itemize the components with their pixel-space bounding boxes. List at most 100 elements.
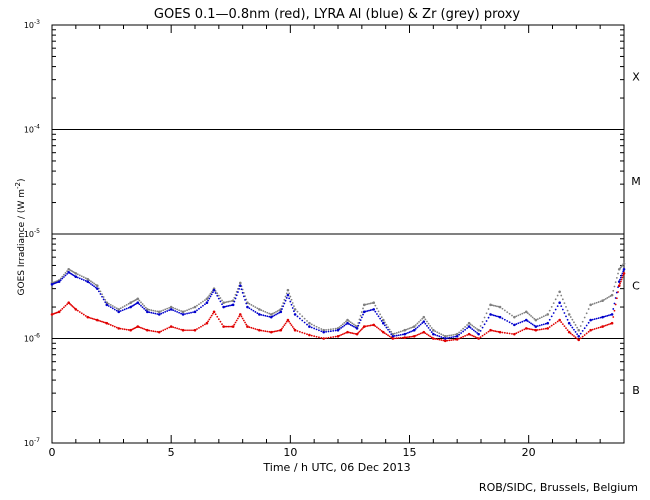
data-point [101,295,103,298]
data-point [348,323,351,325]
data-point [254,328,257,330]
data-point [99,293,102,295]
data-point [561,323,564,326]
data-point [66,303,68,306]
credit-text: ROB/SIDC, Brussels, Belgium [478,481,638,494]
data-point [146,328,149,332]
data-point [595,327,598,330]
data-point [494,314,497,317]
data-point [494,305,497,307]
data-point [291,302,294,304]
data-point [104,298,107,301]
data-point [536,318,539,321]
data-point [589,328,592,332]
data-point [115,326,118,329]
data-point [90,317,92,320]
data-point [121,328,124,330]
data-point [416,334,419,336]
data-point [573,335,575,337]
data-point [359,314,362,317]
data-point [119,310,122,312]
data-point [180,312,182,315]
data-point [84,279,87,282]
y-tick-label: 10-7 [24,437,40,448]
data-point [479,325,482,327]
data-point [391,337,395,340]
data-point [121,306,124,309]
x-tick-label: 10 [283,446,297,459]
data-point [94,283,97,286]
data-point [332,328,335,330]
data-point [519,321,522,324]
data-point [360,311,363,313]
series-lyra-al-proxy [50,267,626,340]
data-point [93,282,96,285]
data-point [109,306,112,309]
data-point [184,329,186,332]
data-point [308,325,311,328]
data-point [64,274,67,277]
data-point [552,302,555,304]
data-point [88,316,91,319]
data-point [526,320,529,323]
data-point [534,318,538,322]
data-point [78,277,81,280]
data-point [385,323,388,326]
data-point [606,297,609,299]
data-point [362,307,364,310]
data-point [119,307,122,310]
data-point [332,329,335,332]
data-point [446,339,449,342]
data-point [102,321,105,324]
data-point [222,305,225,309]
data-point [430,327,433,329]
data-point [388,335,391,338]
data-point [359,329,362,332]
data-point [293,308,297,311]
data-point [91,317,94,320]
data-point [538,317,541,320]
data-point [412,325,416,328]
data-point [523,328,526,331]
data-point [566,309,569,312]
data-point [622,262,626,265]
data-point [579,325,582,327]
data-point [125,307,128,310]
data-point [334,329,337,332]
data-point [571,333,574,336]
data-point [141,303,144,305]
data-point [369,324,372,327]
data-point [241,317,244,320]
data-point [498,315,502,319]
data-point [615,297,618,300]
data-point [74,275,78,279]
data-point [318,326,320,329]
data-point [121,309,124,312]
data-point [617,291,619,293]
data-point [362,325,366,328]
data-point [424,322,427,325]
x-tick-label: 20 [522,446,536,459]
data-point [542,323,545,326]
data-point [95,284,99,288]
data-point [434,333,437,336]
data-point [281,308,283,310]
data-point [113,325,116,328]
data-point [237,291,239,293]
data-point [427,334,430,337]
data-point [521,329,524,332]
data-point [472,325,475,328]
data-point [432,328,435,332]
chart-marks: 0 5 10 15 20 10-3 10-4 10-5 10-6 10-7 X M C B [24,19,641,459]
data-point [366,325,369,327]
data-point [82,279,85,281]
data-point [97,319,100,322]
data-point [146,310,149,314]
data-point [438,338,441,341]
data-point [501,317,504,320]
data-point [432,337,435,340]
data-point [241,291,244,294]
data-point [401,336,404,339]
data-point [608,323,610,326]
data-point [246,325,249,328]
